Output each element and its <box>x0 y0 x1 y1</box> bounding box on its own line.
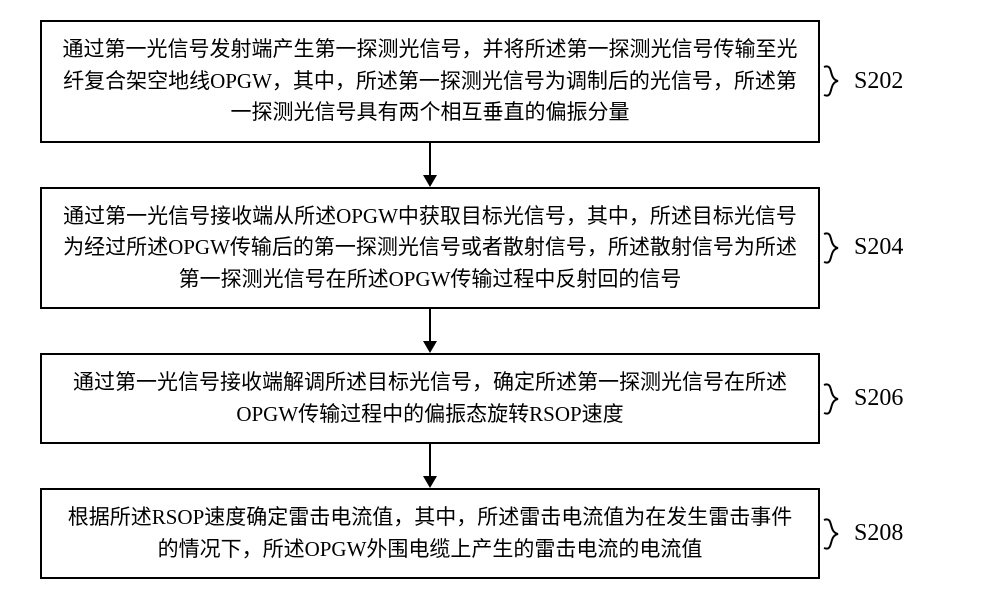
step-box: 通过第一光信号发射端产生第一探测光信号，并将所述第一探测光信号传输至光纤复合架空… <box>40 20 820 143</box>
step-label-group: S208 <box>820 499 960 569</box>
flowchart-container: 通过第一光信号发射端产生第一探测光信号，并将所述第一探测光信号传输至光纤复合架空… <box>40 20 960 579</box>
step-row: 通过第一光信号发射端产生第一探测光信号，并将所述第一探测光信号传输至光纤复合架空… <box>40 20 960 143</box>
step-box: 根据所述RSOP速度确定雷击电流值，其中，所述雷击电流值为在发生雷击事件的情况下… <box>40 488 820 579</box>
step-row: 通过第一光信号接收端从所述OPGW中获取目标光信号，其中，所述目标光信号为经过所… <box>40 187 960 310</box>
step-label-group: S202 <box>820 36 960 126</box>
step-label: S202 <box>854 68 903 95</box>
step-label-group: S206 <box>820 364 960 434</box>
step-label: S208 <box>854 520 903 547</box>
step-label: S206 <box>854 385 903 412</box>
step-label: S204 <box>854 234 903 261</box>
arrow-down <box>40 143 820 187</box>
step-row: 根据所述RSOP速度确定雷击电流值，其中，所述雷击电流值为在发生雷击事件的情况下… <box>40 488 960 579</box>
step-row: 通过第一光信号接收端解调所述目标光信号，确定所述第一探测光信号在所述OPGW传输… <box>40 353 960 444</box>
step-box: 通过第一光信号接收端从所述OPGW中获取目标光信号，其中，所述目标光信号为经过所… <box>40 187 820 310</box>
step-box: 通过第一光信号接收端解调所述目标光信号，确定所述第一探测光信号在所述OPGW传输… <box>40 353 820 444</box>
step-label-group: S204 <box>820 203 960 293</box>
arrow-down <box>40 444 820 488</box>
arrow-down <box>40 309 820 353</box>
